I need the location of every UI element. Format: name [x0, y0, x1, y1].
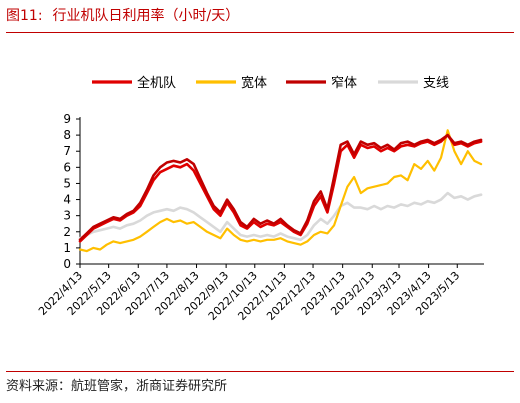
legend-label: 全机队: [137, 75, 176, 91]
legend-label: 支线: [423, 76, 449, 91]
series-line-3: [78, 133, 483, 242]
title-rule: [6, 32, 514, 33]
chart-legend: 全机队 宽体 窄体 支线: [92, 75, 449, 91]
series-line-4: [78, 191, 483, 242]
legend-label: 宽体: [241, 75, 267, 91]
series-line-1: [78, 133, 483, 243]
source-rule: [6, 371, 514, 372]
figure-title-text: 行业机队日利用率（小时/天）: [52, 8, 240, 24]
y-tick-label: 2: [63, 225, 71, 239]
y-tick-label: 1: [63, 241, 71, 255]
y-tick-label: 0: [63, 257, 71, 271]
series-line-2: [78, 129, 483, 253]
y-tick-label: 9: [63, 112, 71, 126]
plot-area: [78, 129, 483, 253]
y-tick-label: 4: [63, 193, 71, 207]
figure-title: 图11: 行业机队日利用率（小时/天）: [6, 4, 514, 28]
y-tick-label: 3: [63, 209, 71, 223]
y-tick-label: 8: [63, 128, 71, 142]
y-tick-label: 7: [63, 144, 71, 158]
y-tick-label: 5: [63, 176, 71, 190]
legend-label: 窄体: [331, 75, 357, 91]
source-note: 资料来源：航班管家，浙商证券研究所: [6, 379, 228, 394]
y-tick-label: 6: [63, 160, 71, 174]
figure-number: 图11:: [6, 8, 43, 24]
